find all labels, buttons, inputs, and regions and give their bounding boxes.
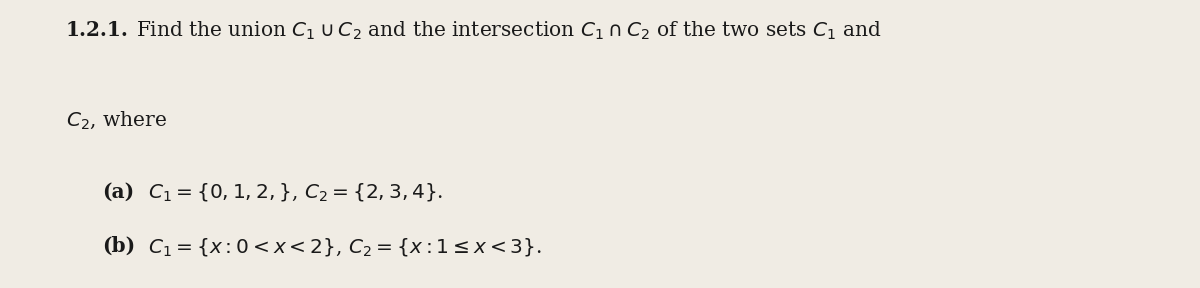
Text: 1.2.1.: 1.2.1. (66, 20, 128, 40)
Text: Find the union $C_1 \cup C_2$ and the intersection $C_1 \cap C_2$ of the two set: Find the union $C_1 \cup C_2$ and the in… (136, 20, 881, 42)
Text: $C_1 = \{x: 0 < x < 2\}$, $C_2 = \{x: 1 \leq x < 3\}$.: $C_1 = \{x: 0 < x < 2\}$, $C_2 = \{x: 1 … (148, 236, 541, 258)
Text: (b): (b) (102, 236, 136, 256)
Text: (a): (a) (102, 181, 134, 201)
Text: $C_2$, where: $C_2$, where (66, 109, 167, 131)
Text: $C_1 = \{0, 1, 2, \}$, $C_2 = \{2, 3, 4\}$.: $C_1 = \{0, 1, 2, \}$, $C_2 = \{2, 3, 4\… (148, 181, 443, 203)
